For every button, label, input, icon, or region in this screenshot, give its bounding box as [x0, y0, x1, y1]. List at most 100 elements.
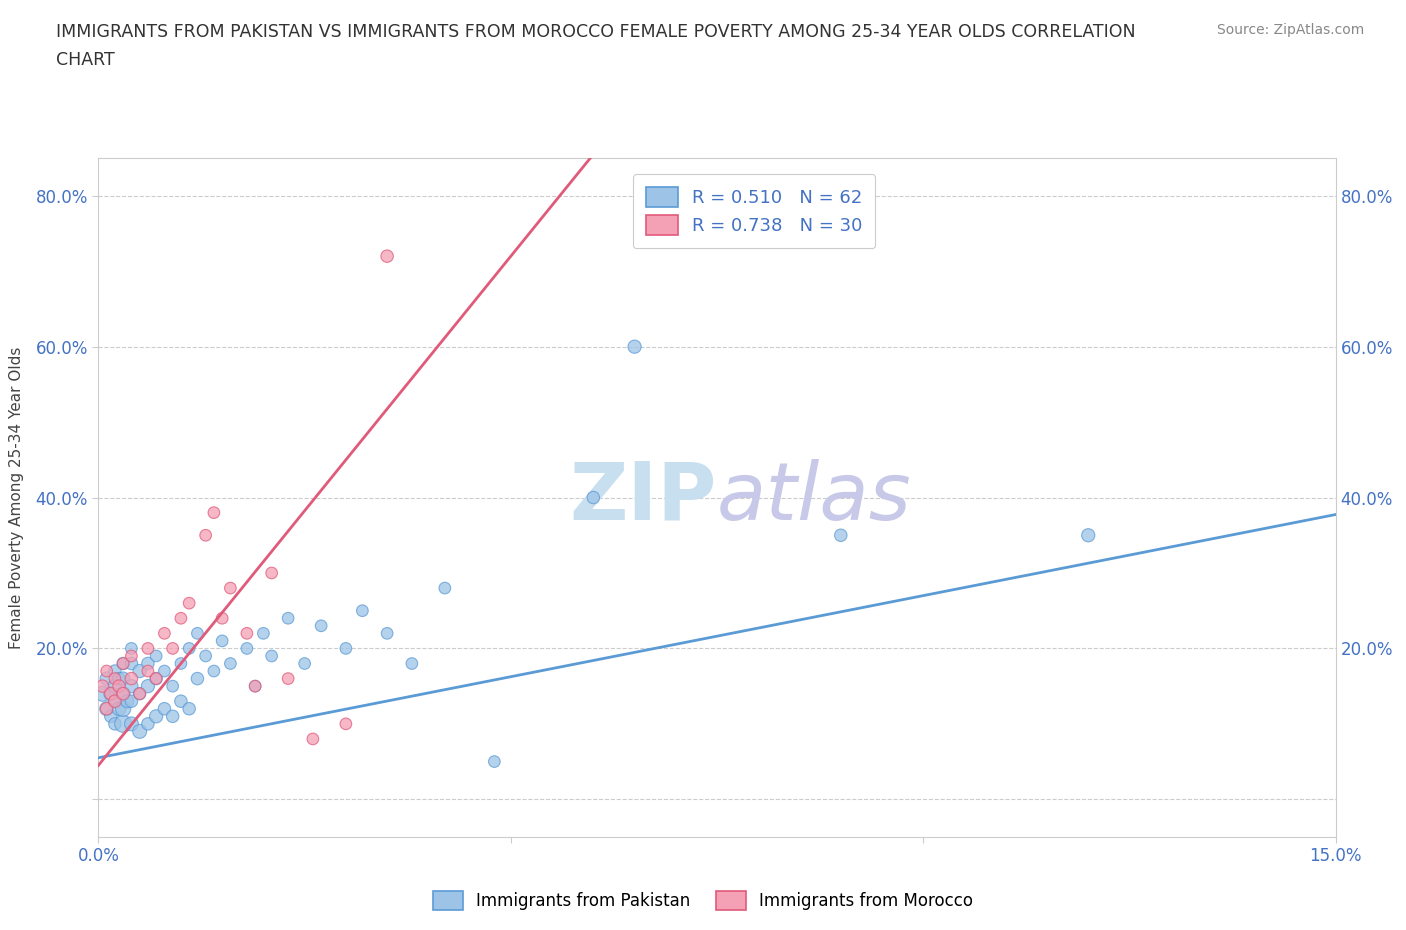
Point [243, 679, 266, 694]
Point [128, 664, 150, 679]
Point [145, 671, 167, 686]
Point [91, 686, 114, 701]
Point [120, 694, 142, 709]
Point [136, 656, 159, 671]
Point [194, 528, 217, 543]
Point [128, 724, 150, 738]
Point [294, 656, 316, 671]
Point [136, 716, 159, 731]
Point [260, 648, 283, 663]
Point [219, 656, 242, 671]
Point [277, 671, 299, 686]
Point [277, 611, 299, 626]
Point [236, 641, 259, 656]
Point [179, 641, 201, 656]
Legend: Immigrants from Pakistan, Immigrants from Morocco: Immigrants from Pakistan, Immigrants fro… [426, 884, 980, 917]
Point [179, 596, 201, 611]
Point [120, 679, 142, 694]
Point [104, 671, 127, 686]
Point [433, 580, 456, 595]
Point [100, 686, 122, 701]
Point [153, 664, 176, 679]
Point [186, 626, 208, 641]
Point [401, 656, 423, 671]
Point [120, 671, 142, 686]
Point [108, 701, 131, 716]
Point [179, 701, 201, 716]
Point [112, 656, 135, 671]
Point [830, 528, 852, 543]
Legend: R = 0.510   N = 62, R = 0.738   N = 30: R = 0.510 N = 62, R = 0.738 N = 30 [633, 174, 876, 248]
Point [302, 732, 325, 747]
Point [104, 664, 127, 679]
Point [309, 618, 332, 633]
Point [582, 490, 605, 505]
Point [202, 664, 225, 679]
Point [108, 671, 131, 686]
Point [252, 626, 274, 641]
Point [243, 679, 266, 694]
Point [112, 686, 135, 701]
Point [112, 701, 135, 716]
Point [112, 716, 135, 731]
Point [120, 656, 142, 671]
Point [153, 626, 176, 641]
Point [136, 664, 159, 679]
Point [202, 505, 225, 520]
Point [117, 694, 139, 709]
Point [162, 679, 184, 694]
Text: IMMIGRANTS FROM PAKISTAN VS IMMIGRANTS FROM MOROCCO FEMALE POVERTY AMONG 25-34 Y: IMMIGRANTS FROM PAKISTAN VS IMMIGRANTS F… [56, 23, 1136, 41]
Point [352, 604, 374, 618]
Point [153, 701, 176, 716]
Point [104, 694, 127, 709]
Point [128, 686, 150, 701]
Text: ZIP: ZIP [569, 458, 717, 537]
Point [236, 626, 259, 641]
Point [162, 709, 184, 724]
Point [375, 626, 398, 641]
Point [108, 679, 131, 694]
Point [104, 694, 127, 709]
Point [112, 671, 135, 686]
Point [484, 754, 506, 769]
Point [211, 611, 233, 626]
Text: atlas: atlas [717, 458, 912, 537]
Point [170, 694, 193, 709]
Point [375, 248, 398, 263]
Point [104, 679, 127, 694]
Point [128, 686, 150, 701]
Point [96, 701, 118, 716]
Point [100, 709, 122, 724]
Point [136, 679, 159, 694]
Point [162, 641, 184, 656]
Point [1077, 528, 1099, 543]
Point [96, 671, 118, 686]
Point [260, 565, 283, 580]
Point [145, 671, 167, 686]
Text: CHART: CHART [56, 51, 115, 69]
Point [120, 641, 142, 656]
Point [194, 648, 217, 663]
Point [120, 716, 142, 731]
Point [100, 686, 122, 701]
Point [211, 633, 233, 648]
Point [112, 686, 135, 701]
Point [335, 716, 357, 731]
Point [186, 671, 208, 686]
Point [170, 656, 193, 671]
Point [120, 648, 142, 663]
Point [335, 641, 357, 656]
Y-axis label: Female Poverty Among 25-34 Year Olds: Female Poverty Among 25-34 Year Olds [10, 346, 24, 649]
Point [623, 339, 645, 354]
Point [145, 648, 167, 663]
Point [219, 580, 242, 595]
Point [104, 716, 127, 731]
Point [96, 701, 118, 716]
Point [91, 679, 114, 694]
Text: Source: ZipAtlas.com: Source: ZipAtlas.com [1216, 23, 1364, 37]
Point [96, 664, 118, 679]
Point [145, 709, 167, 724]
Point [112, 656, 135, 671]
Point [136, 641, 159, 656]
Point [170, 611, 193, 626]
